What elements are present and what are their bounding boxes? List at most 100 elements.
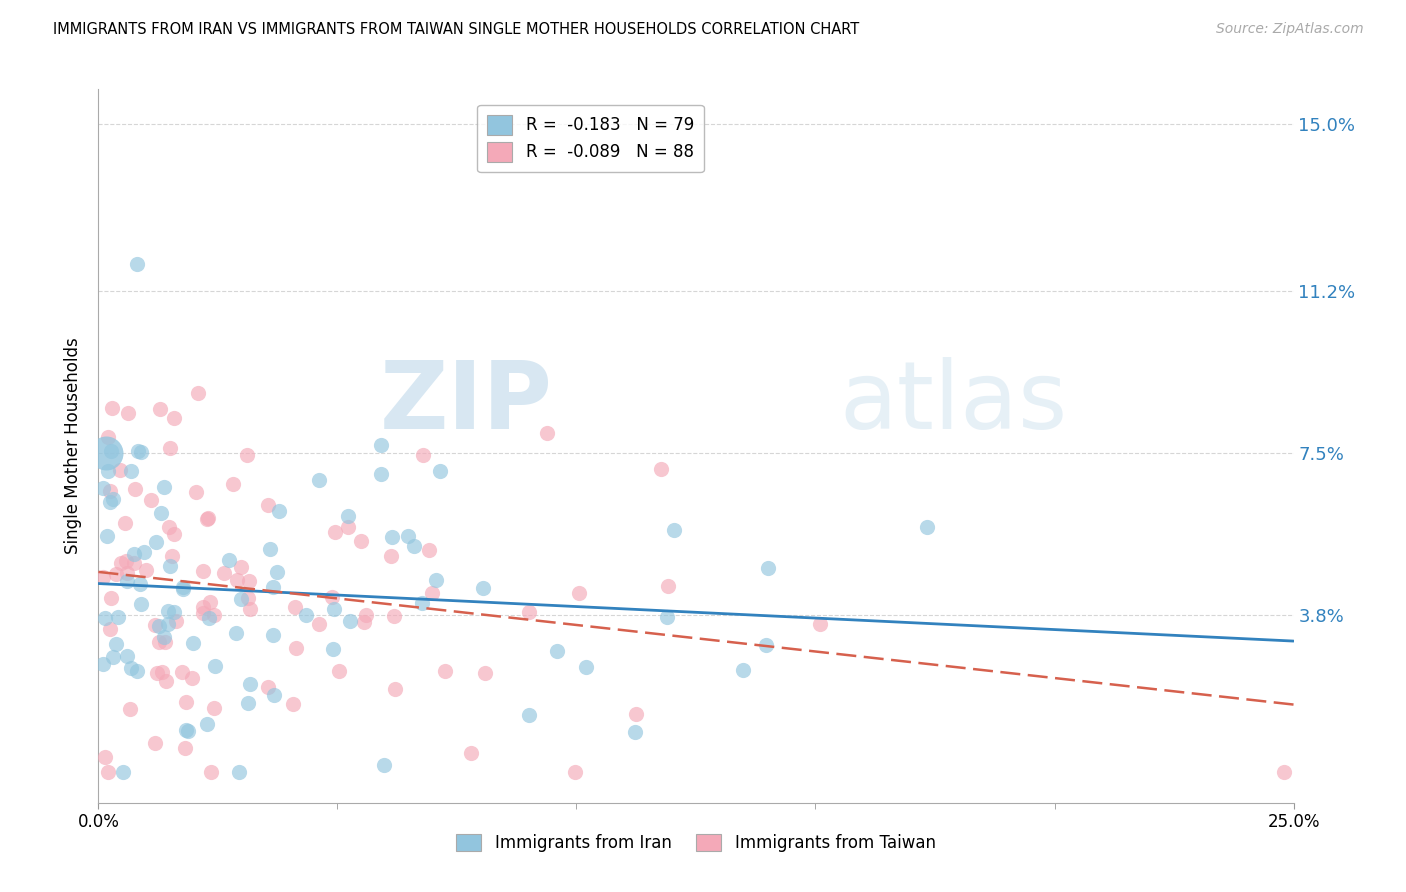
Point bbox=[115, 574, 138, 588]
Point bbox=[257, 680, 280, 694]
Point bbox=[163, 527, 186, 541]
Point bbox=[228, 765, 250, 780]
Point bbox=[370, 438, 392, 452]
Point bbox=[122, 556, 145, 570]
Point bbox=[808, 616, 831, 631]
Point bbox=[370, 467, 392, 481]
Legend: Immigrants from Iran, Immigrants from Taiwan: Immigrants from Iran, Immigrants from Ta… bbox=[450, 827, 942, 859]
Point bbox=[98, 623, 121, 637]
Point bbox=[114, 516, 136, 530]
Point bbox=[149, 402, 172, 417]
Point bbox=[145, 666, 167, 681]
Point bbox=[433, 665, 456, 679]
Point bbox=[225, 626, 247, 640]
Text: IMMIGRANTS FROM IRAN VS IMMIGRANTS FROM TAIWAN SINGLE MOTHER HOUSEHOLDS CORRELAT: IMMIGRANTS FROM IRAN VS IMMIGRANTS FROM … bbox=[53, 22, 859, 37]
Point bbox=[195, 512, 218, 526]
Point bbox=[153, 480, 176, 494]
Point bbox=[107, 609, 129, 624]
Point bbox=[101, 491, 124, 506]
Point bbox=[222, 477, 245, 491]
Point bbox=[157, 519, 180, 533]
Point bbox=[94, 445, 117, 459]
Point bbox=[263, 688, 285, 702]
Point bbox=[197, 510, 219, 524]
Point bbox=[460, 746, 482, 760]
Point bbox=[257, 498, 280, 512]
Point bbox=[180, 671, 202, 685]
Point bbox=[94, 611, 117, 625]
Point bbox=[662, 523, 685, 537]
Point bbox=[259, 541, 281, 556]
Point bbox=[202, 700, 225, 714]
Point bbox=[156, 617, 179, 632]
Point bbox=[104, 567, 127, 582]
Point bbox=[731, 663, 754, 677]
Point bbox=[145, 618, 167, 632]
Point bbox=[218, 552, 240, 566]
Point bbox=[756, 561, 779, 575]
Point bbox=[266, 566, 288, 580]
Point bbox=[308, 617, 330, 632]
Point bbox=[429, 464, 451, 478]
Point bbox=[132, 545, 155, 559]
Point bbox=[110, 556, 132, 570]
Point bbox=[193, 564, 215, 578]
Point bbox=[373, 758, 395, 772]
Point bbox=[546, 643, 568, 657]
Point bbox=[112, 765, 135, 780]
Point bbox=[172, 582, 194, 596]
Point bbox=[212, 566, 235, 580]
Point bbox=[98, 495, 121, 509]
Point bbox=[97, 765, 120, 780]
Point bbox=[755, 638, 778, 652]
Point bbox=[117, 406, 139, 420]
Point bbox=[650, 462, 672, 476]
Point bbox=[120, 464, 142, 478]
Point bbox=[150, 506, 173, 520]
Point bbox=[412, 448, 434, 462]
Point bbox=[474, 665, 496, 680]
Point bbox=[404, 539, 426, 553]
Point bbox=[160, 549, 183, 563]
Point bbox=[120, 661, 142, 675]
Point bbox=[96, 528, 118, 542]
Point bbox=[108, 463, 131, 477]
Point bbox=[356, 607, 378, 622]
Point bbox=[422, 586, 444, 600]
Point bbox=[98, 483, 121, 498]
Point bbox=[225, 573, 247, 587]
Point bbox=[127, 443, 149, 458]
Point bbox=[193, 599, 215, 614]
Point bbox=[117, 649, 139, 664]
Point bbox=[115, 554, 138, 568]
Point bbox=[380, 549, 402, 563]
Point bbox=[115, 566, 138, 580]
Point bbox=[129, 445, 152, 459]
Point bbox=[624, 706, 647, 721]
Point bbox=[181, 636, 204, 650]
Point bbox=[239, 601, 262, 615]
Point bbox=[150, 665, 173, 680]
Text: atlas: atlas bbox=[839, 357, 1067, 450]
Point bbox=[236, 448, 259, 462]
Point bbox=[284, 600, 307, 615]
Point bbox=[91, 569, 114, 583]
Point bbox=[163, 410, 186, 425]
Point bbox=[186, 484, 208, 499]
Point bbox=[322, 602, 344, 616]
Point bbox=[231, 560, 253, 574]
Point bbox=[281, 697, 304, 711]
Point bbox=[143, 736, 166, 750]
Point bbox=[100, 444, 122, 458]
Point bbox=[122, 547, 145, 561]
Point bbox=[174, 740, 197, 755]
Point bbox=[568, 586, 591, 600]
Point bbox=[177, 724, 200, 739]
Point bbox=[1272, 765, 1295, 780]
Point bbox=[153, 630, 176, 644]
Point bbox=[236, 591, 259, 606]
Point bbox=[91, 481, 114, 495]
Point bbox=[145, 535, 167, 549]
Point bbox=[153, 635, 176, 649]
Y-axis label: Single Mother Households: Single Mother Households bbox=[65, 338, 83, 554]
